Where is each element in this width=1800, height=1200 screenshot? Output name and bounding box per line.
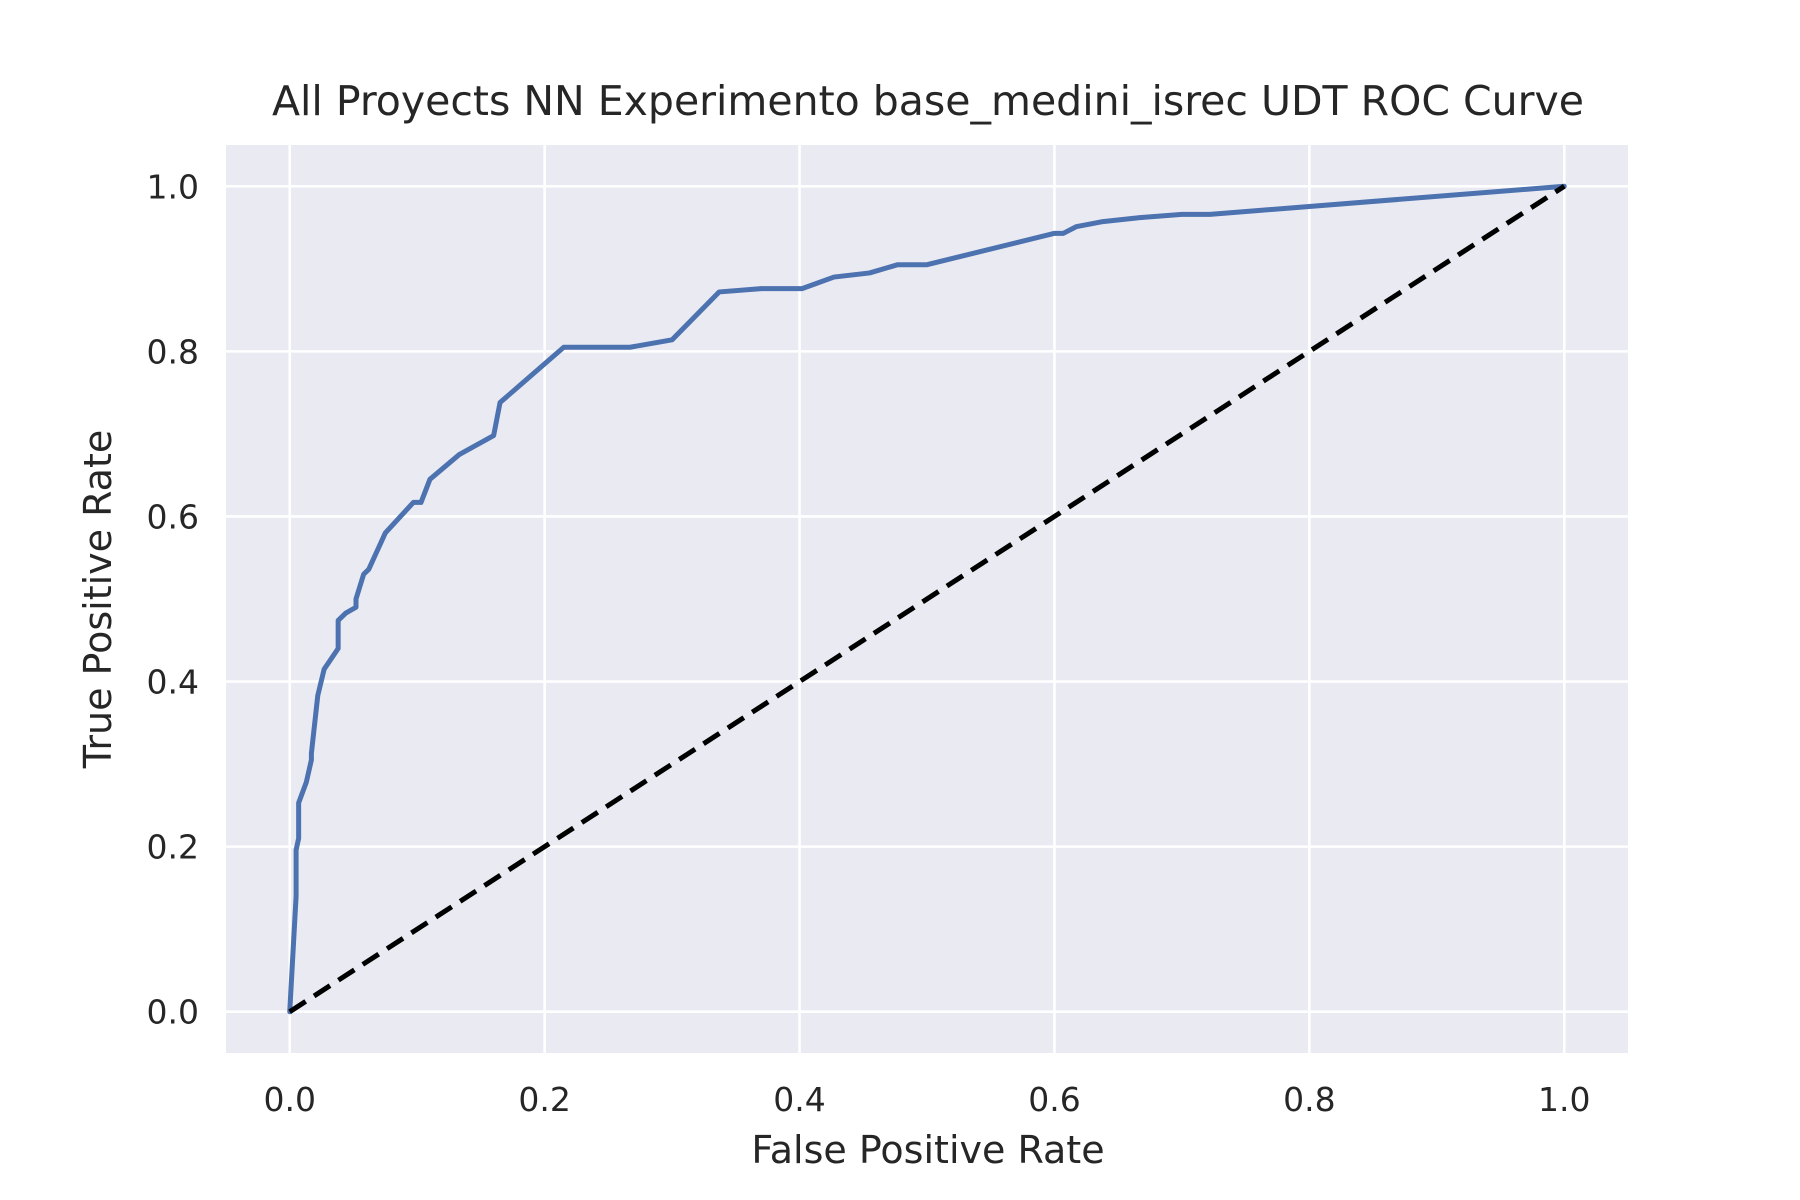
x-tick-label: 0.0 <box>263 1080 315 1119</box>
y-tick-label: 0.2 <box>147 828 199 867</box>
y-tick-label: 0.8 <box>147 332 199 371</box>
x-tick-label: 0.2 <box>518 1080 570 1119</box>
y-tick-labels: 0.0 0.2 0.4 0.6 0.8 1.0 <box>147 167 199 1031</box>
x-axis-label: False Positive Rate <box>751 1128 1104 1172</box>
y-axis-label: True Positive Rate <box>76 430 120 770</box>
y-tick-label: 0.6 <box>147 497 199 536</box>
series-layer <box>287 183 1567 1015</box>
x-tick-label: 0.8 <box>1283 1080 1335 1119</box>
x-tick-label: 0.6 <box>1028 1080 1080 1119</box>
roc-curve-line <box>287 183 1567 1015</box>
diagonal-reference-line <box>288 184 1566 1014</box>
grid <box>226 145 1628 1053</box>
chart-title: All Proyects NN Experimento base_medini_… <box>272 77 1584 125</box>
x-tick-labels: 0.0 0.2 0.4 0.6 0.8 1.0 <box>263 1080 1590 1119</box>
x-tick-label: 1.0 <box>1538 1080 1590 1119</box>
y-tick-label: 0.0 <box>147 993 199 1032</box>
x-tick-label: 0.4 <box>773 1080 825 1119</box>
y-tick-label: 0.4 <box>147 663 199 702</box>
y-tick-label: 1.0 <box>147 167 199 206</box>
